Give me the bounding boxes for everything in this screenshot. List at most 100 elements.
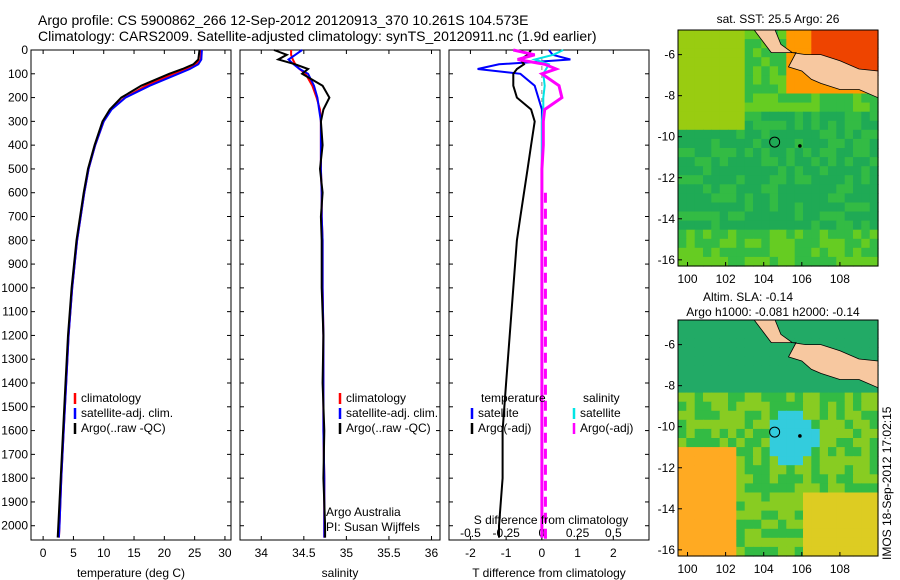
sla-map-cell [703,510,712,521]
sst-map-cell [819,184,829,194]
sst-map-cell [778,229,787,240]
sla-map-cell [853,456,862,466]
sst-map-cell [819,175,829,185]
sst-map-cell [803,48,812,58]
sla-map-cell [703,465,712,475]
sla-map-cell [794,320,804,330]
sla-map-cell [853,410,862,421]
sst-map-cell [828,238,837,249]
sla-map-cell [703,483,712,494]
sla-map-cell [711,401,721,412]
sst-map-cell [861,111,871,122]
sla-map-cell [828,383,837,394]
sla-map-cell [711,537,721,548]
sla-map-cell [811,338,821,348]
sla-map-cell [678,374,687,385]
sst-map-cell [836,111,846,122]
sla-map-cell [703,537,712,548]
sst-map-cell [844,120,854,131]
sla-map-cell [869,483,879,494]
sst-map-cell [836,238,846,249]
sst-map-cell [778,193,787,204]
sla-map-cell [844,456,854,466]
sla-map-cell [744,338,754,348]
sst-map-cell [703,166,712,176]
sla-map-cell [694,447,704,457]
sla-map-cell [678,501,687,512]
sst-map-cell [778,220,787,231]
sla-map-cell [778,456,787,466]
sst-map-cell [736,193,746,204]
sst-map-cell [786,66,796,76]
sst-map-cell [678,157,687,167]
sla-map-cell [861,401,871,412]
sst-map-cell [686,238,696,249]
sst-map-cell [869,138,879,149]
sla-map-cell [828,428,837,439]
sla-map-cell [836,456,846,466]
sst-map-cell [844,202,854,213]
sst-map-cell [728,84,737,95]
sst-map-cell [861,247,871,258]
sla-map-cell [778,419,787,430]
sla-map-y-tick-label: -12 [658,461,676,475]
sla-map-cell [694,383,704,394]
sst-map-cell [753,120,762,131]
salinity-legend-climatology-label: climatology [346,391,406,405]
sst-map-cell [778,138,787,149]
sla-map-cell [736,320,746,330]
sla-map-cell [744,320,754,330]
sst-map-cell [853,57,862,67]
sst-map-cell [744,66,754,76]
sla-map-cell [844,465,854,475]
sla-map-cell [828,465,837,475]
sla-map-cell [728,365,737,376]
sst-map-cell [853,120,862,131]
sst-map-cell [836,193,846,204]
sst-map-cell [811,129,821,140]
sst-map-cell [786,120,796,131]
sst-map-cell [719,220,729,231]
sst-map-cell [736,148,746,158]
sla-map-cell [828,456,837,466]
sst-map-cell [711,247,721,258]
sst-map-cell [753,175,762,185]
temperature-legend-climatology-label: climatology [81,391,141,405]
sla-map-cell [836,510,846,521]
sst-map-cell [778,57,787,67]
depth-y-tick-label: 1100 [2,305,28,319]
sla-map-cell [803,465,812,475]
sst-map-cell [744,93,754,104]
sst-map-cell [694,247,704,258]
sla-map-cell [778,438,787,448]
sst-map-cell [828,229,837,240]
sst-map-cell [769,84,779,95]
sst-map-cell [769,238,779,249]
sst-map-cell [761,157,771,167]
sst-map-cell [728,193,737,204]
sla-map-cell [869,438,879,448]
sst-map-cell [744,166,754,176]
sst-map-cell [819,48,829,58]
sla-map-cell [803,474,812,484]
sla-map-cell [794,392,804,403]
sst-map-cell [753,247,762,258]
sst-map-cell [744,175,754,185]
sla-map-cell [853,419,862,430]
sst-map-cell [803,247,812,258]
sst-map-cell [828,93,837,104]
sst-map-cell [686,138,696,149]
temperature-legend-argo-label: Argo(..raw -QC) [81,421,166,435]
sst-map-cell [844,166,854,176]
sst-map-cell [819,166,829,176]
sst-map-cell [711,102,721,113]
sla-map-cell [794,546,804,557]
sst-map-cell [786,211,796,222]
sst-map-cell [778,30,787,40]
sst-map-cell [869,39,879,49]
sla-map-cell [853,501,862,512]
sla-map-cell [728,428,737,439]
sla-map-cell [861,483,871,494]
sla-map-cell [794,365,804,376]
sst-map-cell [836,166,846,176]
